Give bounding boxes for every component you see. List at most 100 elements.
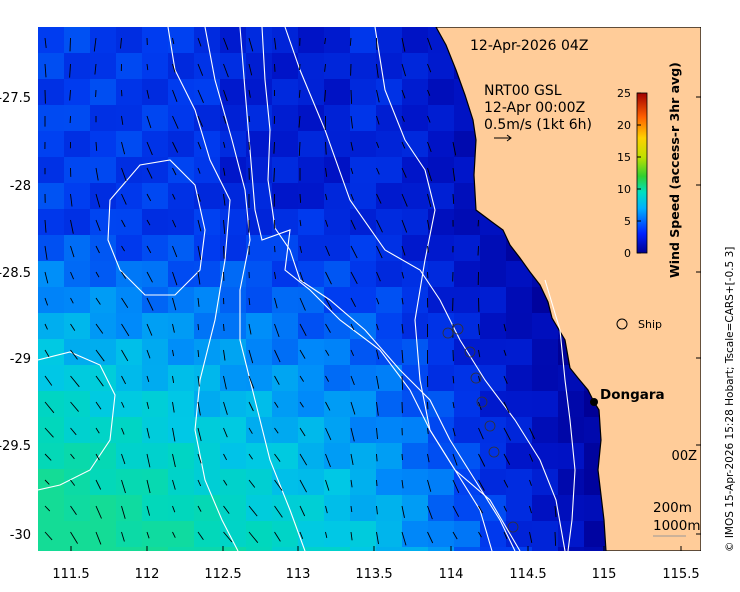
wind-arrow [248,115,251,123]
grid-cell [168,209,195,236]
wind-arrow [146,115,152,129]
grid-cell [38,209,65,236]
wind-arrow [95,167,99,181]
grid-cell [194,417,221,444]
wind-arrow [223,89,228,102]
wind-arrow [427,89,431,96]
grid-cell [142,209,169,236]
grid-cell [480,261,507,288]
wind-arrow [299,297,306,311]
wind-arrow [452,167,456,182]
wind-arrow [376,349,380,360]
wind-arrow [274,531,281,542]
wind-arrow [121,349,129,362]
wind-arrow [427,531,434,544]
wind-arrow [274,323,280,338]
grid-cell [428,105,455,132]
wind-arrow [121,453,126,465]
grid-cell [272,105,299,132]
grid-cell [532,495,559,522]
grid-cell [116,105,143,132]
wind-arrow [350,141,354,151]
y-tick-label: -29 [10,352,31,367]
wind-arrow [401,89,406,99]
wind-arrow [121,531,125,542]
grid-cell [324,495,351,522]
grid-cell [90,521,117,548]
grid-cell [38,547,65,551]
wind-arrow [223,245,225,259]
plot-area[interactable] [38,27,715,574]
wind-arrow [325,427,332,441]
grid-cell [532,391,559,418]
grid-cell [428,209,455,236]
grid-cell [168,313,195,340]
wind-arrow [401,37,406,52]
grid-cell [558,469,585,496]
wind-arrow [197,63,204,76]
grid-cell [272,365,299,392]
grid-cell [64,469,91,496]
grid-cell [116,521,143,548]
wind-arrow [350,349,355,356]
grid-cell [142,183,169,210]
grid-cell [246,209,273,236]
wind-arrow [69,37,71,52]
wind-arrow [223,219,226,234]
wind-arrow [325,375,329,382]
grid-cell [194,131,221,158]
grid-cell [350,365,377,392]
wind-arrow [44,37,47,48]
grid-cell [142,547,169,551]
product-label-line2: 12-Apr 00:00Z [484,100,585,116]
wind-arrow [350,427,355,442]
grid-cell [324,183,351,210]
grid-cell [506,287,533,314]
wind-arrow [223,427,228,438]
wind-arrow [121,245,125,252]
wind-arrow [121,323,130,337]
wind-arrow [299,63,301,71]
grid-cell [142,53,169,80]
grid-cell [428,469,455,496]
grid-cell [324,443,351,470]
wind-arrow [121,271,127,279]
grid-cell [220,183,247,210]
wind-arrow [376,505,378,515]
wind-arrow [70,245,75,258]
x-tick-label: 112.5 [204,567,241,582]
grid-cell [350,235,377,262]
grid-cell [350,53,377,80]
wind-arrow [427,479,432,492]
wind-arrow [248,349,254,364]
grid-cell [428,235,455,262]
timestamp-label: 12-Apr-2026 04Z [470,38,588,54]
wind-arrow [376,479,378,487]
x-tick-label: 112 [135,567,160,582]
grid-cell [324,105,351,132]
grid-cell [142,79,169,106]
grid-cell [194,157,221,184]
grid-cell [90,495,117,522]
place-label-dongara: Dongara [600,387,665,403]
grid-cell [350,261,377,288]
colorbar-tick-label: 5 [624,215,631,228]
wind-arrow [197,37,202,47]
grid-cell [454,495,481,522]
wind-arrow [223,479,228,486]
wind-arrow [197,167,201,174]
grid-cell [402,157,429,184]
grid-cell [298,547,325,551]
grid-cell [90,53,117,80]
x-axis: 111.5 112 112.5 113 113.5 114 114.5 115 115.5 [52,546,700,582]
wind-arrow [274,427,279,434]
grid-cell [350,495,377,522]
wind-arrow [44,323,48,330]
grid-cell [402,521,429,548]
grid-cell [506,417,533,444]
wind-arrow [248,375,255,389]
wind-arrow [427,141,432,153]
contour-line [167,27,239,551]
wind-arrow [401,219,408,233]
